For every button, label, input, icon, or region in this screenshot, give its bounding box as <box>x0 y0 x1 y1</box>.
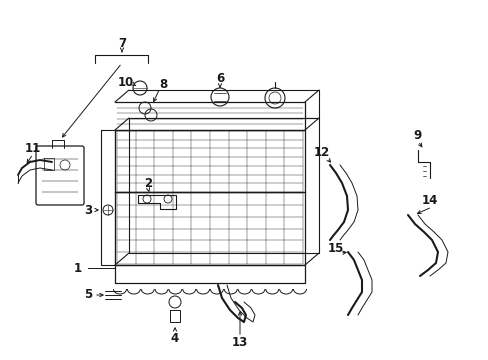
Text: 10: 10 <box>118 76 134 89</box>
Text: 1: 1 <box>74 261 82 274</box>
Text: 5: 5 <box>84 288 92 302</box>
Text: 14: 14 <box>421 194 437 207</box>
Text: 8: 8 <box>159 77 167 90</box>
Text: 9: 9 <box>413 129 421 141</box>
Text: 2: 2 <box>143 176 152 189</box>
Text: 12: 12 <box>313 145 329 158</box>
Text: 3: 3 <box>84 203 92 216</box>
Text: 4: 4 <box>170 332 179 345</box>
Text: 15: 15 <box>327 242 344 255</box>
Text: 7: 7 <box>118 36 126 50</box>
Text: 6: 6 <box>215 72 224 85</box>
Text: 11: 11 <box>25 141 41 154</box>
Text: 13: 13 <box>231 336 247 348</box>
